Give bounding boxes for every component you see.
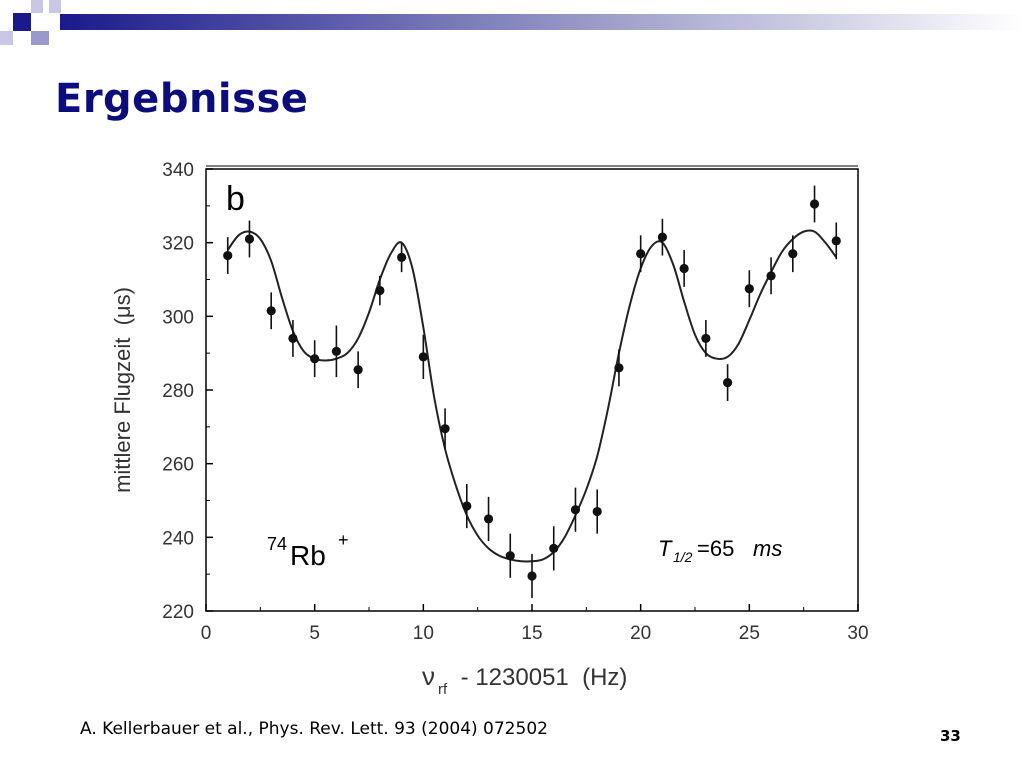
x-axis-label-subscript: rf	[438, 681, 448, 698]
y-tick-label: 300	[162, 307, 194, 328]
isotope-mass-number: 74	[267, 534, 287, 554]
halflife-unit: ms	[753, 536, 782, 561]
top-square-light	[31, 31, 49, 45]
data-point	[266, 306, 276, 316]
fit-curve	[226, 229, 838, 563]
x-tick-label: 5	[309, 623, 320, 644]
y-tick-label: 340	[162, 160, 194, 181]
data-point	[831, 236, 841, 246]
halflife-subscript: 1/2	[673, 549, 693, 565]
panel-label: b	[226, 180, 245, 218]
data-point	[657, 232, 668, 242]
data-point	[505, 551, 515, 561]
x-tick-label: 25	[739, 623, 760, 644]
halflife-value: =65	[697, 536, 734, 561]
data-point	[440, 424, 450, 434]
top-square-dark	[13, 13, 31, 31]
y-tick-label: 220	[162, 602, 194, 623]
data-point	[636, 249, 646, 259]
x-tick-label: 30	[847, 623, 868, 644]
data-point	[418, 352, 428, 362]
data-point	[701, 333, 711, 344]
data-point	[375, 285, 385, 296]
data-point	[310, 354, 320, 364]
data-point	[353, 365, 363, 375]
data-point	[462, 501, 472, 511]
data-point	[614, 363, 624, 373]
x-axis-label-symbol: ν	[422, 661, 435, 691]
data-point	[549, 543, 559, 553]
x-tick-label: 0	[201, 623, 212, 644]
citation: A. Kellerbauer et al., Phys. Rev. Lett. …	[80, 719, 548, 739]
data-point	[809, 199, 820, 209]
isotope-charge: +	[338, 530, 349, 550]
top-decoration-bar	[0, 0, 1024, 45]
data-point	[788, 249, 798, 259]
data-point	[744, 284, 754, 294]
slide-title: Ergebnisse	[55, 76, 309, 122]
y-axis-label: mittlere Flugzeit (μs)	[110, 287, 135, 493]
x-tick-label: 10	[413, 623, 434, 644]
data-point	[288, 333, 298, 344]
data-point	[570, 505, 581, 515]
data-point	[483, 514, 494, 524]
data-point	[592, 506, 602, 517]
data-point	[397, 252, 407, 262]
chart: 0 5 10 15 20 25 30 220 240 260 280 300 320 340 b 74 R…	[110, 160, 869, 698]
x-tick-label: 15	[521, 623, 542, 644]
halflife-symbol: T	[658, 536, 673, 561]
y-tick-label: 320	[162, 234, 194, 255]
data-point	[766, 271, 776, 281]
data-point	[679, 263, 689, 274]
data-point	[244, 234, 255, 244]
data-point	[723, 378, 733, 388]
y-tick-label: 280	[162, 381, 194, 402]
x-tick-label: 20	[630, 623, 651, 644]
y-tick-label: 240	[162, 528, 194, 549]
page-number: 33	[940, 727, 961, 745]
data-point	[331, 346, 341, 356]
y-tick-label: 260	[162, 455, 194, 476]
isotope-element: Rb	[290, 540, 326, 571]
x-axis-label-text: - 1230051 (Hz)	[454, 664, 627, 691]
data-point	[223, 250, 233, 261]
data-point	[527, 571, 537, 581]
